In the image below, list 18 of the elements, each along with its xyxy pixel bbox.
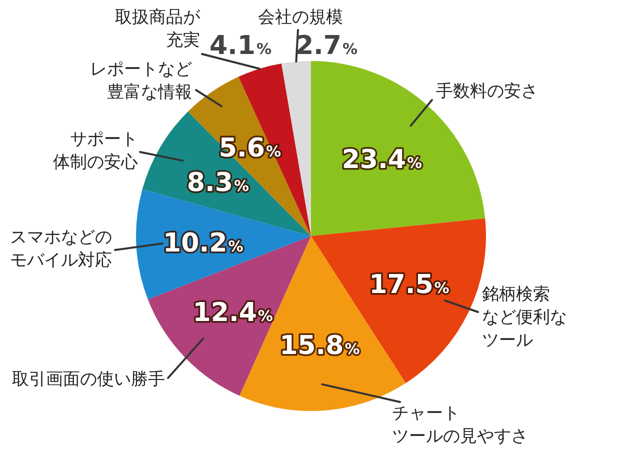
slice-label: チャートツールの見やすさ — [392, 403, 528, 446]
slice-label: サポート体制の安心 — [53, 129, 138, 172]
data-label: 17.5% — [369, 270, 450, 300]
slice-label: レポートなど豊富な情報 — [90, 59, 192, 102]
data-label: 2.7% — [295, 31, 358, 61]
slice-label: 取引画面の使い勝手 — [12, 369, 165, 390]
slice-label: 銘柄検索など便利なツール — [482, 284, 567, 350]
data-label: 4.1% — [209, 31, 272, 61]
slice-label: 取扱商品が充実 — [115, 7, 201, 50]
data-label: 15.8% — [280, 331, 360, 362]
data-label: 12.4% — [192, 298, 273, 328]
slice-label: 会社の規模 — [258, 7, 343, 28]
slice-label: 手数料の安さ — [436, 81, 538, 102]
data-label: 8.3% — [186, 168, 249, 198]
data-label: 23.4% — [342, 145, 422, 176]
data-label: 10.2% — [163, 228, 244, 258]
data-label: 5.6% — [218, 134, 281, 164]
slice-label: スマホなどのモバイル対応 — [10, 227, 112, 270]
